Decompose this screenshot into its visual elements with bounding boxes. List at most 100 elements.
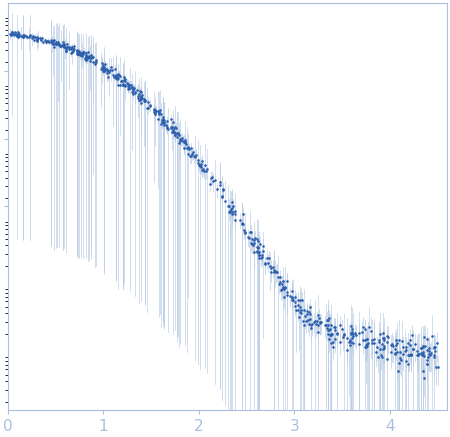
Point xyxy=(38,35,45,42)
Point xyxy=(364,339,372,346)
Point xyxy=(324,317,332,324)
Point xyxy=(347,341,354,348)
Point xyxy=(125,80,132,87)
Point xyxy=(327,331,334,338)
Point xyxy=(399,350,406,357)
Point xyxy=(41,36,49,43)
Point xyxy=(340,332,347,339)
Point xyxy=(255,237,262,244)
Point xyxy=(359,336,366,343)
Point xyxy=(9,29,16,36)
Point xyxy=(393,348,400,355)
Point xyxy=(160,119,167,126)
Point xyxy=(305,317,312,324)
Point xyxy=(34,37,41,44)
Point xyxy=(244,233,252,240)
Point xyxy=(273,269,280,276)
Point xyxy=(21,32,28,39)
Point xyxy=(112,74,120,81)
Point xyxy=(76,51,83,58)
Point xyxy=(93,59,100,66)
Point xyxy=(34,35,41,42)
Point xyxy=(189,150,196,157)
Point xyxy=(159,115,166,122)
Point xyxy=(431,343,438,350)
Point xyxy=(176,139,183,146)
Point xyxy=(260,242,267,249)
Point xyxy=(135,96,142,103)
Point xyxy=(268,264,275,271)
Point xyxy=(71,43,78,50)
Point xyxy=(142,97,149,104)
Point xyxy=(112,73,119,80)
Point xyxy=(145,98,152,105)
Point xyxy=(198,158,205,165)
Point xyxy=(66,43,73,50)
Point xyxy=(405,360,412,367)
Point xyxy=(87,52,94,59)
Point xyxy=(55,40,62,47)
Point xyxy=(305,321,312,328)
Point xyxy=(15,33,22,40)
Point xyxy=(253,248,261,255)
Point xyxy=(326,336,333,343)
Point xyxy=(33,37,40,44)
Point xyxy=(89,53,96,60)
Point xyxy=(20,33,27,40)
Point xyxy=(175,132,182,139)
Point xyxy=(124,85,131,92)
Point xyxy=(175,129,182,136)
Point xyxy=(425,348,432,355)
Point xyxy=(160,118,167,125)
Point xyxy=(417,344,424,351)
Point xyxy=(76,52,84,59)
Point xyxy=(119,80,126,87)
Point xyxy=(61,41,68,48)
Point xyxy=(356,340,363,347)
Point xyxy=(150,106,158,113)
Point xyxy=(407,351,414,358)
Point xyxy=(239,221,246,228)
Point xyxy=(378,351,385,358)
Point xyxy=(284,288,291,295)
Point xyxy=(138,93,145,100)
Point xyxy=(404,340,411,347)
Point xyxy=(372,348,379,355)
Point xyxy=(82,50,90,57)
Point xyxy=(239,220,246,227)
Point xyxy=(232,208,239,215)
Point xyxy=(119,81,126,88)
Point xyxy=(420,348,427,355)
Point xyxy=(115,72,122,79)
Point xyxy=(138,94,145,101)
Point xyxy=(406,351,413,358)
Point xyxy=(280,285,288,292)
Point xyxy=(406,336,414,343)
Point xyxy=(136,88,144,95)
Point xyxy=(135,90,143,97)
Point xyxy=(217,179,224,186)
Point xyxy=(399,337,406,344)
Point xyxy=(167,123,175,130)
Point xyxy=(340,333,347,340)
Point xyxy=(349,334,356,341)
Point xyxy=(327,322,334,329)
Point xyxy=(172,132,179,139)
Point xyxy=(358,328,365,335)
Point xyxy=(75,48,82,55)
Point xyxy=(247,228,254,235)
Point xyxy=(37,37,45,44)
Point xyxy=(259,253,266,260)
Point xyxy=(279,277,287,284)
Point xyxy=(300,306,307,313)
Point xyxy=(50,40,58,47)
Point xyxy=(227,208,234,215)
Point xyxy=(387,349,394,356)
Point xyxy=(163,124,171,131)
Point xyxy=(376,345,383,352)
Point xyxy=(52,40,59,47)
Point xyxy=(330,323,338,330)
Point xyxy=(73,50,81,57)
Point xyxy=(423,357,431,364)
Point xyxy=(99,59,106,66)
